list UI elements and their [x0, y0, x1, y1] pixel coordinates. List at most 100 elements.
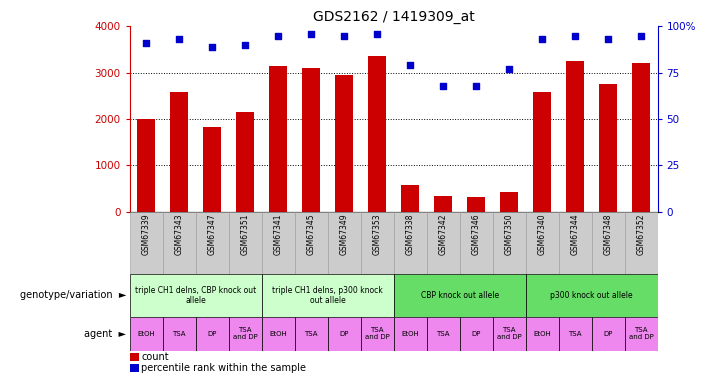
- Text: DP: DP: [339, 331, 349, 337]
- Bar: [427, 317, 460, 351]
- Bar: [566, 61, 584, 212]
- Text: EtOH: EtOH: [269, 331, 287, 337]
- Text: genotype/variation  ►: genotype/variation ►: [20, 290, 126, 300]
- Point: [174, 36, 185, 42]
- Bar: [625, 317, 658, 351]
- Bar: [130, 317, 163, 351]
- Text: p300 knock out allele: p300 knock out allele: [550, 291, 633, 300]
- Text: DP: DP: [471, 331, 481, 337]
- Text: DP: DP: [604, 331, 613, 337]
- Bar: [394, 212, 427, 274]
- Text: GSM67353: GSM67353: [373, 214, 381, 255]
- Point: [240, 42, 251, 48]
- Text: TSA: TSA: [304, 331, 318, 337]
- Bar: [360, 212, 394, 274]
- Text: GSM67350: GSM67350: [505, 214, 514, 255]
- Bar: [261, 317, 294, 351]
- Bar: [559, 317, 592, 351]
- Bar: [625, 212, 658, 274]
- Bar: [533, 92, 551, 212]
- Text: GSM67348: GSM67348: [604, 214, 613, 255]
- Bar: [229, 212, 261, 274]
- Text: TSA: TSA: [436, 331, 450, 337]
- Bar: [203, 128, 222, 212]
- Bar: [360, 317, 394, 351]
- Point: [569, 33, 580, 39]
- Point: [306, 31, 317, 37]
- Point: [437, 82, 449, 88]
- Text: count: count: [142, 352, 169, 362]
- Point: [635, 33, 646, 39]
- Text: TSA
and DP: TSA and DP: [233, 327, 257, 340]
- Text: GSM67345: GSM67345: [306, 214, 315, 255]
- Text: GSM67338: GSM67338: [406, 214, 414, 255]
- Point: [536, 36, 547, 42]
- Point: [207, 44, 218, 50]
- Text: GSM67341: GSM67341: [273, 214, 283, 255]
- Bar: [229, 317, 261, 351]
- Bar: [163, 317, 196, 351]
- Text: EtOH: EtOH: [533, 331, 551, 337]
- Text: triple CH1 delns, p300 knock
out allele: triple CH1 delns, p300 knock out allele: [272, 286, 383, 305]
- Bar: [434, 196, 452, 212]
- Bar: [261, 274, 394, 317]
- Bar: [130, 212, 163, 274]
- Text: GSM67339: GSM67339: [142, 214, 151, 255]
- Text: GSM67343: GSM67343: [175, 214, 184, 255]
- Bar: [401, 185, 419, 212]
- Bar: [196, 317, 229, 351]
- Bar: [137, 119, 155, 212]
- Bar: [196, 212, 229, 274]
- Point: [141, 40, 152, 46]
- Text: GSM67347: GSM67347: [207, 214, 217, 255]
- Title: GDS2162 / 1419309_at: GDS2162 / 1419309_at: [313, 10, 475, 24]
- Bar: [130, 364, 139, 372]
- Bar: [236, 112, 254, 212]
- Text: GSM67342: GSM67342: [439, 214, 448, 255]
- Text: TSA
and DP: TSA and DP: [497, 327, 522, 340]
- Point: [503, 66, 515, 72]
- Text: triple CH1 delns, CBP knock out
allele: triple CH1 delns, CBP knock out allele: [135, 286, 257, 305]
- Text: EtOH: EtOH: [401, 331, 419, 337]
- Text: CBP knock out allele: CBP knock out allele: [421, 291, 498, 300]
- Bar: [335, 75, 353, 212]
- Point: [273, 33, 284, 39]
- Bar: [592, 317, 625, 351]
- Text: GSM67351: GSM67351: [240, 214, 250, 255]
- Bar: [526, 317, 559, 351]
- Bar: [493, 317, 526, 351]
- Bar: [467, 198, 485, 212]
- Bar: [261, 212, 294, 274]
- Bar: [130, 353, 139, 361]
- Point: [372, 31, 383, 37]
- Text: GSM67349: GSM67349: [339, 214, 348, 255]
- Point: [404, 62, 416, 68]
- Text: EtOH: EtOH: [137, 331, 155, 337]
- Bar: [394, 274, 526, 317]
- Bar: [130, 274, 261, 317]
- Bar: [592, 212, 625, 274]
- Point: [339, 33, 350, 39]
- Bar: [269, 66, 287, 212]
- Text: GSM67340: GSM67340: [538, 214, 547, 255]
- Text: percentile rank within the sample: percentile rank within the sample: [142, 363, 306, 373]
- Bar: [526, 274, 658, 317]
- Text: TSA
and DP: TSA and DP: [365, 327, 390, 340]
- Text: TSA: TSA: [172, 331, 186, 337]
- Text: agent  ►: agent ►: [84, 329, 126, 339]
- Bar: [294, 317, 327, 351]
- Bar: [394, 317, 427, 351]
- Bar: [493, 212, 526, 274]
- Bar: [526, 212, 559, 274]
- Point: [470, 82, 482, 88]
- Bar: [460, 212, 493, 274]
- Point: [602, 36, 613, 42]
- Bar: [559, 212, 592, 274]
- Bar: [302, 68, 320, 212]
- Bar: [632, 63, 650, 212]
- Bar: [500, 192, 518, 212]
- Text: TSA
and DP: TSA and DP: [629, 327, 653, 340]
- Bar: [170, 92, 189, 212]
- Bar: [599, 84, 617, 212]
- Bar: [327, 212, 360, 274]
